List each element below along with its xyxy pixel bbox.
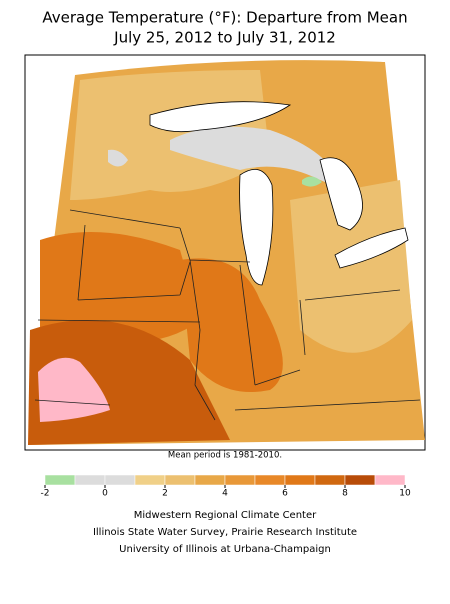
- colorbar: -2 0 2 4 6 8 10: [41, 474, 411, 499]
- colorbar-tick-label: 6: [282, 489, 288, 499]
- colorbar-tick-label: 4: [222, 489, 228, 499]
- colorbar-cell: [164, 474, 196, 486]
- note: Mean period is 1981-2010.: [168, 451, 282, 461]
- colorbar-cell: [344, 474, 376, 486]
- zone: [290, 180, 412, 353]
- lake-erie: [334, 227, 409, 269]
- lake-michigan: [239, 168, 274, 286]
- colorbar-cell: [74, 474, 106, 486]
- title: Average Temperature (°F): Departure from…: [42, 9, 407, 27]
- colorbar-cell: [134, 474, 166, 486]
- colorbar-tick-label: 10: [399, 489, 411, 499]
- colorbar-cell: [374, 474, 406, 486]
- zone: [302, 176, 322, 187]
- lake-huron: [319, 157, 363, 231]
- colorbar-cell: [314, 474, 346, 486]
- footer-line: Midwestern Regional Climate Center: [134, 510, 317, 521]
- lake-superior: [149, 101, 292, 133]
- state-borders: [34, 209, 421, 421]
- colorbar-tick-label: 0: [102, 489, 108, 499]
- colorbar-tick-label: 8: [342, 489, 348, 499]
- colorbar-cell: [104, 474, 136, 486]
- subtitle: July 25, 2012 to July 31, 2012: [113, 29, 336, 47]
- colorbar-cell: [284, 474, 316, 486]
- zone: [170, 126, 345, 190]
- zone: [38, 357, 110, 422]
- colorbar-cell: [44, 474, 76, 486]
- footer-line: Illinois State Water Survey, Prairie Res…: [93, 527, 357, 538]
- colorbar-cell: [224, 474, 256, 486]
- colorbar-cell: [194, 474, 226, 486]
- colorbar-tick-label: -2: [41, 489, 50, 499]
- zone: [180, 258, 283, 392]
- zone: [40, 232, 200, 343]
- colorbar-cell: [254, 474, 286, 486]
- map: [24, 54, 426, 451]
- footer-line: University of Illinois at Urbana-Champai…: [119, 544, 331, 555]
- zone: [108, 149, 128, 167]
- colorbar-tick-label: 2: [162, 489, 168, 499]
